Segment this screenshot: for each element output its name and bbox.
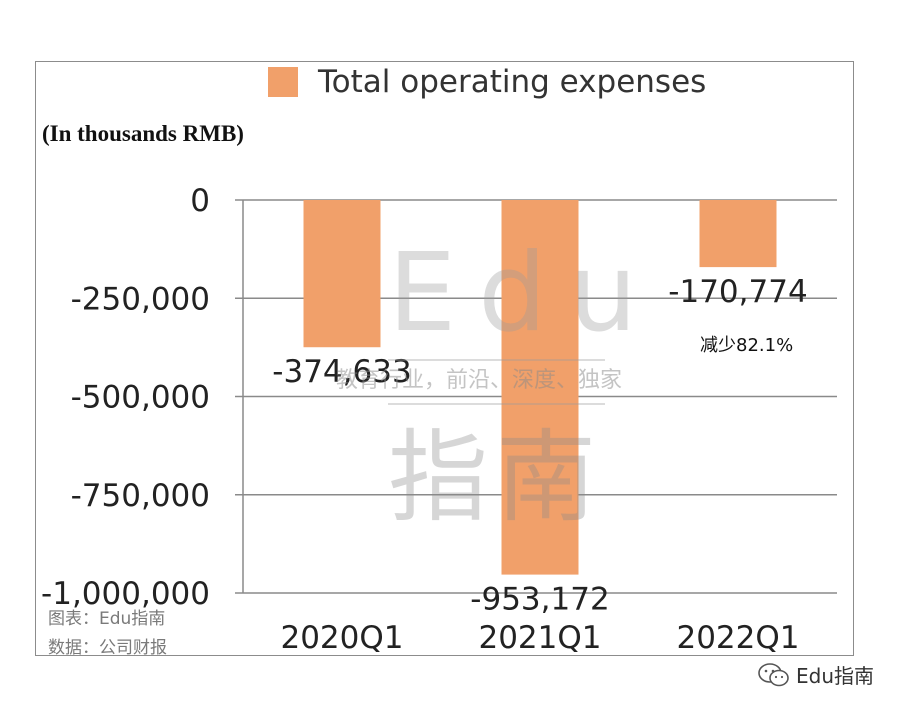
x-tick-label: 2022Q1 <box>676 620 799 656</box>
y-tick-label: -250,000 <box>71 281 210 317</box>
chart-frame <box>35 61 854 656</box>
data-source-line: 数据：公司财报 <box>48 638 167 658</box>
y-tick-label: 0 <box>190 183 210 219</box>
bar-data-label: -170,774 <box>668 274 807 310</box>
change-annotation: 减少82.1% <box>700 335 793 356</box>
bar-data-label: -953,172 <box>470 582 609 618</box>
y-tick-label: -500,000 <box>71 380 210 416</box>
y-tick-label: -1,000,000 <box>41 576 210 612</box>
y-axis-ticks: 0 -250,000 -500,000 -750,000 -1,000,000 <box>41 183 210 612</box>
wechat-icon <box>758 662 789 686</box>
bar <box>699 200 777 268</box>
x-axis-ticks: 2020Q1 2021Q1 2022Q1 <box>280 620 799 656</box>
x-tick-label: 2021Q1 <box>478 620 601 656</box>
x-tick-label: 2020Q1 <box>280 620 403 656</box>
y-tick-label: -750,000 <box>71 478 210 514</box>
bar <box>303 200 381 348</box>
chart-legend: Total operating expenses <box>268 64 706 100</box>
bars <box>303 200 777 575</box>
bar-data-label: -374,633 <box>272 354 411 390</box>
chart-source-line: 图表：Edu指南 <box>48 609 166 629</box>
data-labels: -374,633 -953,172 -170,774 <box>272 274 807 617</box>
bar <box>501 200 579 575</box>
y-axis-unit-label: (In thousands RMB) <box>42 121 244 146</box>
credit-label: Edu指南 <box>796 664 875 688</box>
legend-swatch <box>268 67 298 97</box>
legend-label: Total operating expenses <box>318 64 707 100</box>
account-credit: Edu指南 <box>758 660 874 689</box>
